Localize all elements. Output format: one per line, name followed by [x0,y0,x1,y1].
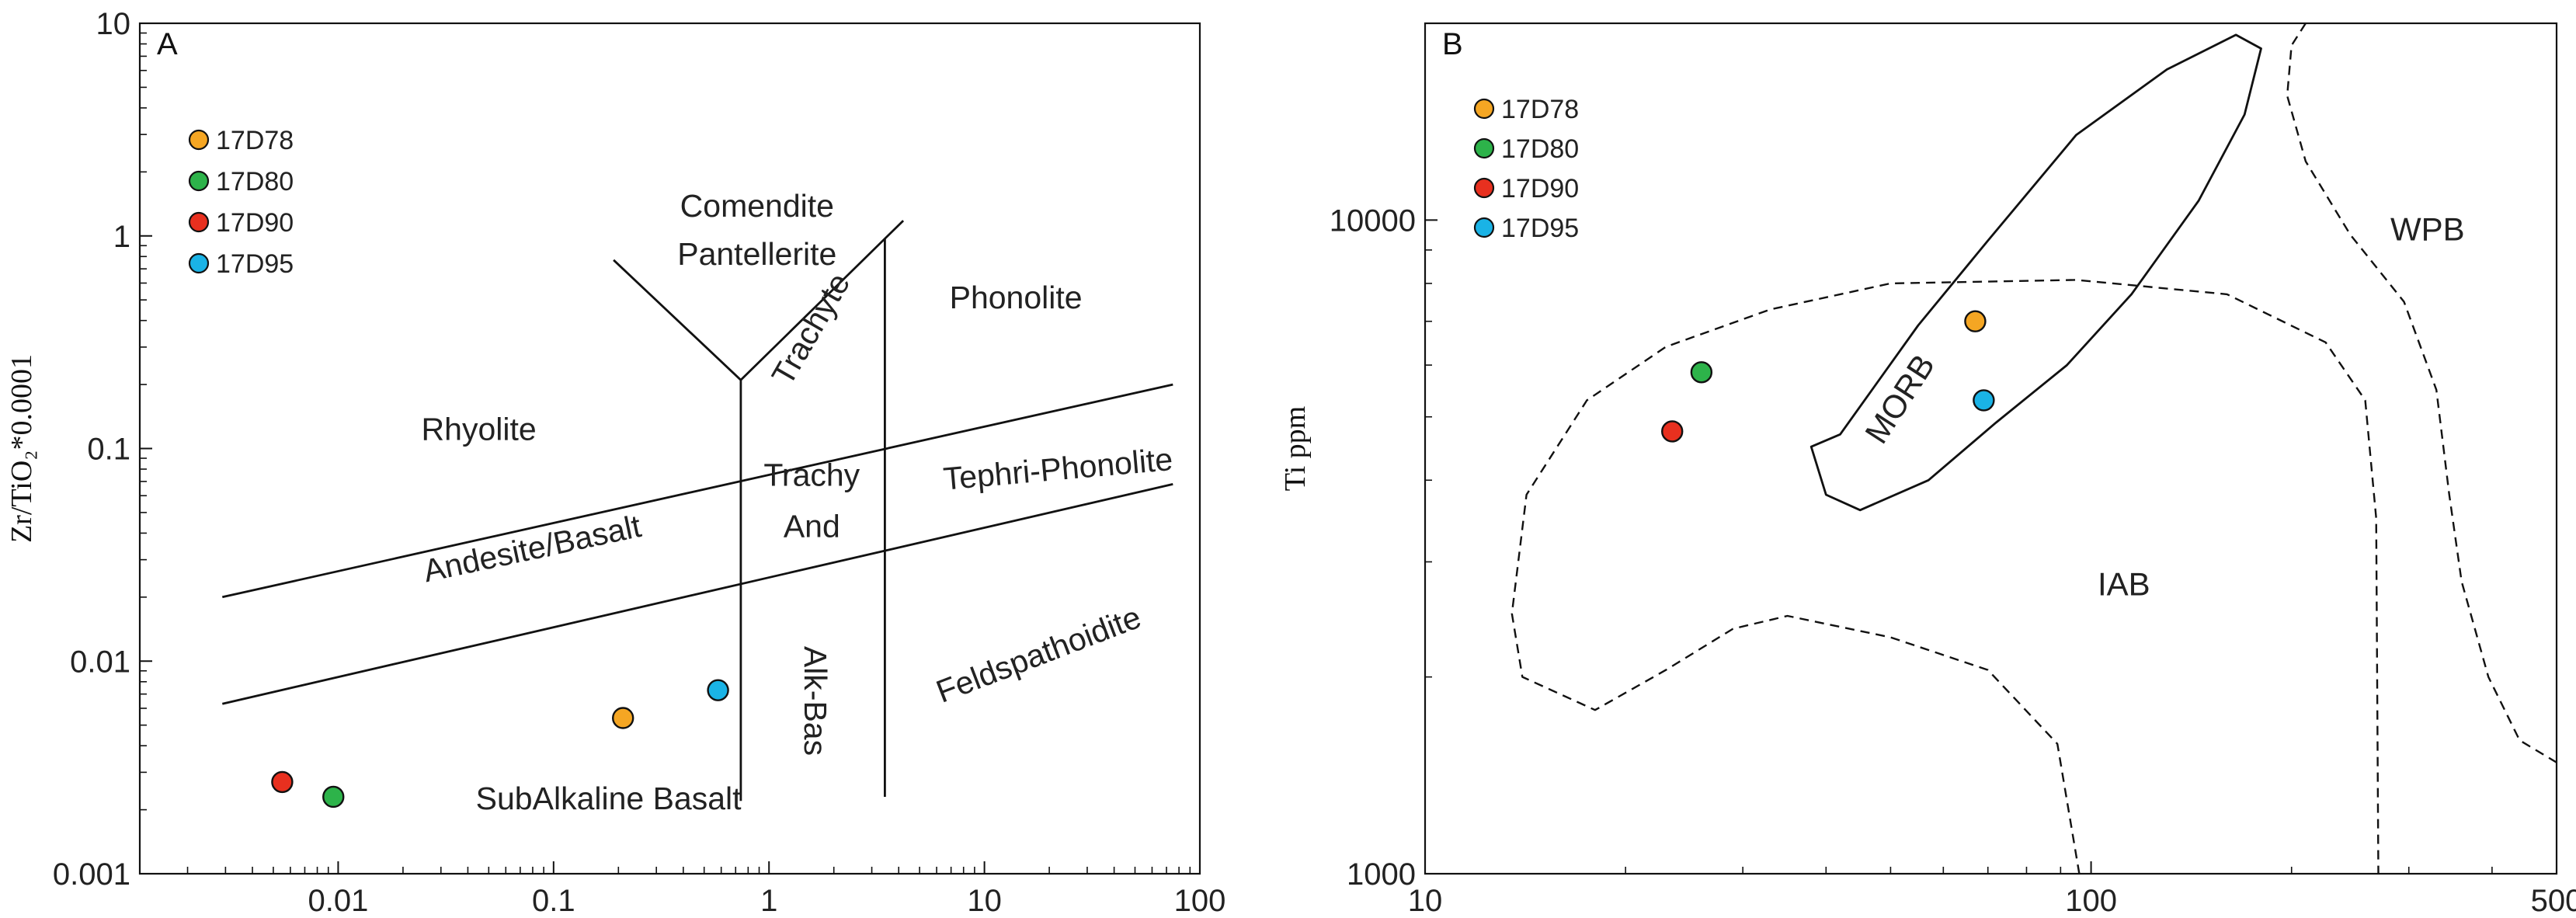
legend-marker-17d95 [188,252,210,274]
field-label: SubAlkaline Basalt [476,781,742,816]
y-tick-label: 10000 [1330,203,1416,238]
data-point-17d78 [1964,310,1987,332]
field-label: And [784,508,840,544]
x-tick-label: 100 [2065,884,2117,918]
data-point-17d95 [707,679,729,701]
field-label: Comendite [680,188,834,224]
field-boundary [221,383,1173,599]
legend-marker-17d78 [188,129,210,151]
legend-label: 17D78 [1501,95,1579,124]
field-label: Phonolite [950,280,1083,315]
y-tick-label: 10 [96,7,131,41]
legend-label: 17D95 [216,249,294,279]
x-tick-label: 1 [760,884,777,918]
legend-label: 17D80 [216,167,294,196]
panel-label: B [1442,27,1463,61]
field-boundary [613,220,905,381]
legend-marker-17d80 [1473,137,1495,159]
field-label: Rhyolite [422,412,537,447]
panel-a: 0.010.11101000.0010.010.1110Nb/YZr/TiO₂*… [5,7,1225,918]
y-tick-label: 0.1 [87,433,130,467]
legend-label: 17D95 [1501,214,1579,243]
data-point-17d90 [1661,420,1684,443]
y-axis-title: Zr/TiO₂*0.0001 [5,354,38,543]
panel-label: A [157,27,178,61]
field-label: Tephri-Phonolite [942,441,1174,497]
x-tick-label: 0.01 [308,884,368,918]
field-label: Andesite/Basalt [420,508,645,589]
field-boundary-dashed [1510,279,2380,875]
legend-marker-17d80 [188,170,210,192]
y-axis-title: Ti ppm [1279,406,1312,492]
field-label: Trachy [763,457,860,493]
field-label: MORB [1858,348,1942,450]
y-tick-label: 0.01 [70,645,130,679]
x-tick-label: 500 [2531,884,2576,918]
x-tick-label: 0.1 [532,884,575,918]
data-point-17d80 [322,785,345,808]
plot-frame [138,22,1201,875]
data-point-17d95 [1973,389,1995,412]
legend-marker-17d95 [1473,217,1495,238]
legend-label: 17D90 [216,208,294,238]
field-boundary [1809,33,2262,512]
legend-marker-17d78 [1473,98,1495,120]
data-point-17d80 [1690,361,1713,384]
field-boundary-dashed [2286,23,2557,763]
legend-label: 17D78 [216,126,294,155]
panel-b: 10100500100010000Zr ppmTi ppmBMORBWPBIAB… [1279,22,2576,918]
field-label: Pantellerite [677,236,836,272]
x-tick-label: 10 [1408,884,1443,918]
field-boundary [221,483,1173,705]
field-label: IAB [2098,565,2150,602]
x-tick-label: 10 [967,884,1002,918]
field-label: WPB [2390,210,2465,247]
legend-marker-17d90 [188,211,210,233]
legend-marker-17d90 [1473,177,1495,199]
y-tick-label: 1 [113,220,130,254]
legend-label: 17D90 [1501,174,1579,203]
field-label: Feldspathoidite [931,599,1145,710]
field-label: Alk-Bas [798,646,833,756]
field-label: Trachyte [765,267,857,391]
y-tick-label: 1000 [1347,857,1416,892]
plot-frame [1424,22,2558,875]
legend-label: 17D80 [1501,134,1579,164]
data-point-17d78 [612,707,634,729]
data-point-17d90 [271,770,294,794]
x-tick-label: 100 [1174,884,1226,918]
y-tick-label: 0.001 [53,857,130,892]
